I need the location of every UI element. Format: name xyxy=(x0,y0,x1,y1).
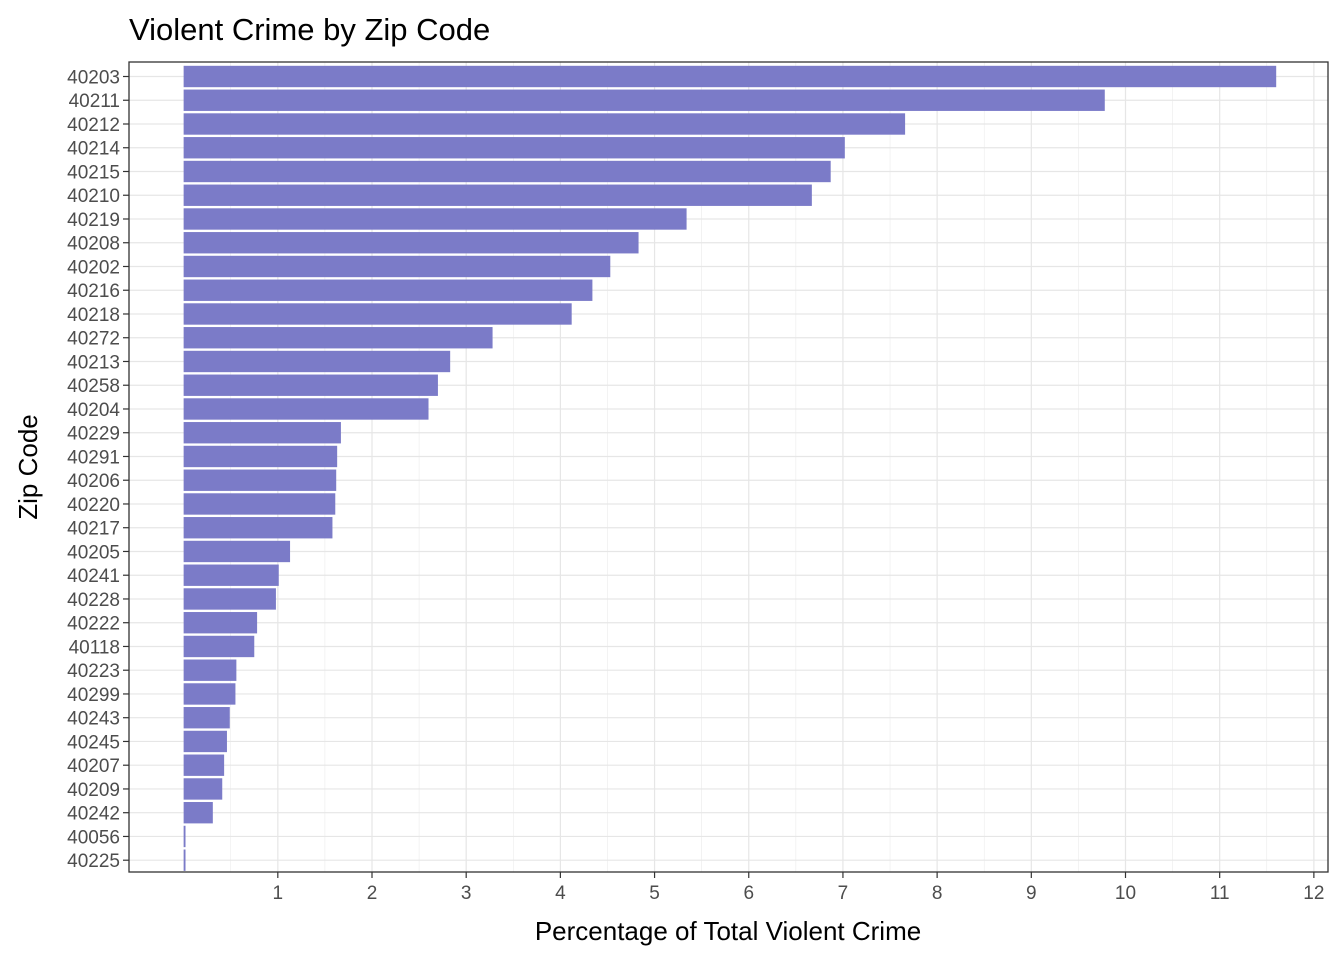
bar xyxy=(183,540,291,563)
bar xyxy=(183,659,237,681)
y-tick-label: 40223 xyxy=(67,661,120,682)
x-tick-label: 3 xyxy=(461,883,472,904)
y-axis-title: Zip Code xyxy=(13,414,43,520)
y-tick-label: 40228 xyxy=(67,590,120,611)
bar xyxy=(183,65,1277,88)
bar xyxy=(183,517,333,539)
y-tick-label: 40211 xyxy=(69,91,120,112)
y-tick-label: 40245 xyxy=(67,732,120,753)
y-tick-label: 40205 xyxy=(67,542,120,563)
bar xyxy=(183,493,336,515)
bar xyxy=(183,635,255,658)
y-tick-label: 40208 xyxy=(67,234,120,255)
y-tick-label: 40219 xyxy=(67,210,120,231)
grid xyxy=(129,62,1328,872)
x-axis-title: Percentage of Total Violent Crime xyxy=(535,916,921,946)
y-tick-label: 40204 xyxy=(67,400,120,421)
y-tick-label: 40222 xyxy=(67,614,120,635)
bar xyxy=(183,469,337,491)
y-tick-label: 40218 xyxy=(67,305,120,326)
x-tick-label: 10 xyxy=(1115,883,1136,904)
bar xyxy=(183,374,438,396)
y-tick-label: 40258 xyxy=(67,376,120,397)
bar xyxy=(183,730,227,753)
bar xyxy=(183,160,831,183)
y-tick-label: 40217 xyxy=(67,519,120,540)
bar xyxy=(183,208,687,230)
bar xyxy=(183,802,213,824)
y-tick-label: 40207 xyxy=(67,756,120,777)
bar xyxy=(183,683,236,705)
bar xyxy=(183,754,225,776)
bar xyxy=(183,778,223,800)
y-tick-label: 40215 xyxy=(67,162,120,183)
y-tick-label: 40213 xyxy=(67,352,120,373)
bar xyxy=(183,89,1105,111)
x-tick-label: 4 xyxy=(555,883,566,904)
bar xyxy=(183,398,429,420)
x-tick-label: 1 xyxy=(273,883,284,904)
x-tick-label: 2 xyxy=(367,883,378,904)
bar xyxy=(183,113,906,135)
bar xyxy=(183,279,593,301)
y-tick-label: 40272 xyxy=(67,329,120,350)
x-tick-label: 9 xyxy=(1026,883,1037,904)
y-tick-label: 40241 xyxy=(67,566,120,587)
x-tick-label: 12 xyxy=(1303,883,1324,904)
bar xyxy=(183,564,279,586)
x-tick-label: 6 xyxy=(743,883,754,904)
bar xyxy=(183,327,493,349)
bars xyxy=(183,65,1277,871)
y-tick-label: 40242 xyxy=(67,804,120,825)
x-tick-label: 8 xyxy=(932,883,943,904)
bar xyxy=(183,184,812,206)
x-tick-label: 11 xyxy=(1210,883,1230,904)
plot-border xyxy=(128,61,1329,873)
bar xyxy=(183,303,572,325)
x-axis: 1 2 3 4 5 6 7 8 9 10 11 12 xyxy=(273,872,1324,904)
x-tick-label: 5 xyxy=(649,883,660,904)
y-tick-label: 40229 xyxy=(67,424,120,445)
y-tick-label: 40118 xyxy=(69,637,120,658)
bar xyxy=(183,445,338,468)
y-tick-label: 40291 xyxy=(67,447,120,468)
bar xyxy=(183,612,258,634)
bar xyxy=(183,422,341,444)
bar xyxy=(183,255,611,278)
bar xyxy=(183,849,186,871)
y-tick-label: 40212 xyxy=(67,115,120,136)
bar xyxy=(183,350,451,373)
y-tick-label: 40202 xyxy=(67,257,120,278)
bar xyxy=(183,588,276,610)
y-tick-label: 40210 xyxy=(67,186,120,207)
y-tick-label: 40243 xyxy=(67,709,120,730)
y-tick-label: 40225 xyxy=(67,851,120,872)
y-tick-label: 40220 xyxy=(67,495,120,516)
y-tick-label: 40216 xyxy=(67,281,120,302)
y-tick-label: 40056 xyxy=(67,827,120,848)
chart-title: Violent Crime by Zip Code xyxy=(129,12,490,47)
y-tick-label: 40299 xyxy=(67,685,120,706)
y-tick-label: 40206 xyxy=(67,471,120,492)
y-tick-label: 40214 xyxy=(67,139,120,160)
x-tick-label: 7 xyxy=(838,883,849,904)
bar xyxy=(183,707,230,729)
bar xyxy=(183,232,639,254)
y-tick-label: 40209 xyxy=(67,780,120,801)
y-tick-label: 40203 xyxy=(67,68,120,89)
bar xyxy=(183,825,186,848)
bar xyxy=(183,137,845,159)
